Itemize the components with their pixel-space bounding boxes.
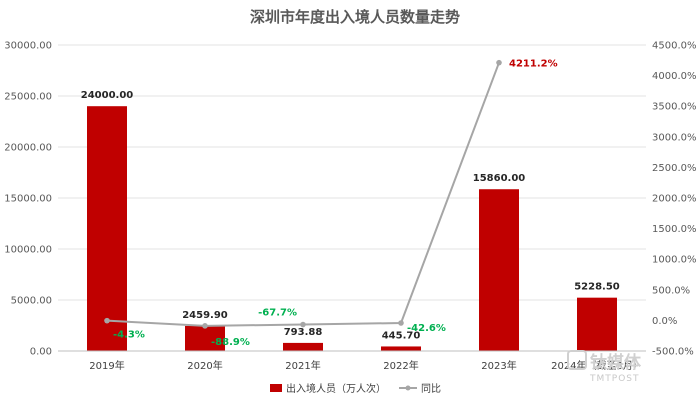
bar-data-label: 5228.50 bbox=[574, 282, 620, 293]
y-left-tick-label: 20000.00 bbox=[4, 143, 52, 154]
bar-data-label: 24000.00 bbox=[81, 90, 134, 101]
y-left-tick-label: 0.00 bbox=[30, 347, 52, 358]
yoy-data-label: 4211.2% bbox=[509, 59, 558, 70]
y-right-tick-label: 4500.0% bbox=[652, 41, 697, 52]
x-tick-label: 2022年 bbox=[383, 359, 418, 372]
y-right-tick-label: 2500.0% bbox=[652, 163, 697, 174]
x-tick-label: 2020年 bbox=[187, 359, 222, 372]
chart-title: 深圳市年度出入境人员数量走势 bbox=[250, 8, 460, 26]
y-right-tick-label: 3500.0% bbox=[652, 102, 697, 113]
bar-data-label: 793.88 bbox=[284, 327, 323, 338]
line-series: -4.3% -88.9% -67.7% -42.6% 4211.2% bbox=[104, 59, 558, 348]
bar bbox=[185, 325, 225, 351]
y-right-tick-label: 1000.0% bbox=[652, 255, 697, 266]
y-axis-left: 0.00 5000.00 10000.00 15000.00 20000.00 25000… bbox=[4, 41, 52, 358]
yoy-data-label: -4.3% bbox=[113, 330, 145, 341]
watermark-text: 钛媒体 bbox=[590, 352, 642, 373]
bar-data-label: 15860.00 bbox=[473, 173, 526, 184]
yoy-data-label: -67.7% bbox=[258, 308, 297, 319]
x-tick-label: 2021年 bbox=[285, 359, 320, 372]
y-left-tick-label: 25000.00 bbox=[4, 92, 52, 103]
bar-data-label: 445.70 bbox=[382, 330, 421, 341]
watermark-logo bbox=[567, 350, 587, 370]
bar bbox=[577, 297, 617, 351]
y-left-tick-label: 30000.00 bbox=[4, 41, 52, 52]
bar-series: 24000.00 2459.90 793.88 445.70 15860.00 5228.… bbox=[81, 90, 620, 351]
y-left-tick-label: 5000.00 bbox=[11, 296, 52, 307]
y-axis-right: -500.0% 0.0% 500.0% 1000.0% 1500.0% 2000.0% 25… bbox=[652, 41, 697, 358]
y-left-tick-label: 10000.00 bbox=[4, 245, 52, 256]
y-right-tick-label: 1500.0% bbox=[652, 224, 697, 235]
y-right-tick-label: -500.0% bbox=[652, 347, 694, 358]
y-right-tick-label: 2000.0% bbox=[652, 194, 697, 205]
y-left-tick-label: 15000.00 bbox=[4, 194, 52, 205]
legend-line-marker bbox=[405, 385, 411, 391]
yoy-point bbox=[300, 321, 306, 328]
legend-line-label: 同比 bbox=[421, 383, 441, 395]
yoy-line bbox=[106, 62, 500, 327]
yoy-data-label: -42.6% bbox=[407, 323, 446, 334]
bar-data-label: 2459.90 bbox=[182, 310, 228, 321]
y-right-tick-label: 3000.0% bbox=[652, 132, 697, 143]
yoy-point bbox=[496, 59, 502, 66]
watermark-sub: TMTPOST bbox=[589, 374, 639, 384]
y-right-tick-label: 500.0% bbox=[652, 285, 690, 296]
legend-bar-label: 出入境人员（万人次） bbox=[286, 382, 386, 395]
bar bbox=[283, 342, 323, 351]
bar bbox=[381, 346, 421, 351]
x-axis: 2019年 2020年 2021年 2022年 2023年 2024年（截至3月） bbox=[58, 350, 646, 372]
y-right-tick-label: 4000.0% bbox=[652, 71, 697, 82]
bar bbox=[479, 189, 519, 351]
legend-bar-swatch bbox=[270, 384, 282, 392]
x-tick-label: 2019年 bbox=[89, 359, 124, 372]
y-right-tick-label: 0.0% bbox=[652, 316, 677, 327]
grid bbox=[58, 44, 646, 301]
yoy-point bbox=[398, 320, 404, 326]
yoy-point bbox=[104, 317, 110, 324]
watermark: 钛媒体 TMTPOST bbox=[567, 350, 642, 384]
yoy-data-label: -88.9% bbox=[211, 337, 250, 348]
legend: 出入境人员（万人次） 同比 bbox=[270, 382, 441, 395]
x-tick-label: 2023年 bbox=[481, 359, 516, 372]
bar bbox=[87, 106, 127, 351]
yoy-point bbox=[202, 323, 208, 329]
